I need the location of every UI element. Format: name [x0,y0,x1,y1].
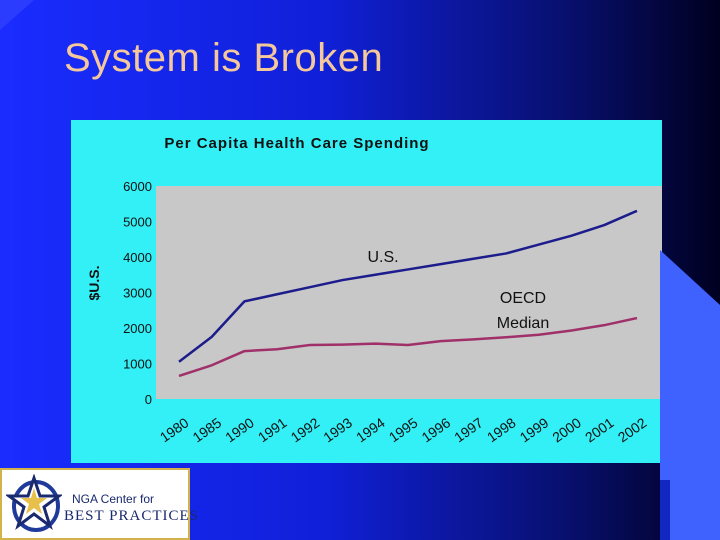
series-lines [178,209,638,378]
y-tick-label: 5000 [123,215,152,230]
series-line-oecd-median [178,316,638,378]
y-tick-label: 6000 [123,179,152,194]
logo-line-2: BEST PRACTICES [64,508,200,524]
decor-wedge [660,250,720,540]
line-chart: Per Capita Health Care Spending $U.S. 01… [86,135,662,445]
series-line-us [178,209,638,363]
x-tick-labels: 1980198519901991199219931994199519961997… [157,414,650,445]
x-tick-label: 1999 [517,414,552,445]
x-tick-label: 1998 [484,414,519,445]
y-tick-label: 1000 [123,357,152,372]
x-tick-label: 1985 [189,414,224,445]
y-tick-label: 0 [145,392,152,407]
x-tick-label: 1997 [451,414,486,445]
x-tick-label: 1996 [418,414,453,445]
x-tick-label: 1994 [353,414,388,445]
annotation-us: U.S. [367,249,398,266]
x-tick-label: 2001 [582,414,617,445]
y-axis-label: $U.S. [86,265,102,300]
x-tick-label: 1992 [288,414,323,445]
y-tick-label: 4000 [123,250,152,265]
x-tick-label: 1991 [255,414,290,445]
y-tick-label: 2000 [123,321,152,336]
nga-logo: NGA Center for BEST PRACTICES [0,468,198,540]
plot-area [156,186,662,399]
y-tick-label: 3000 [123,286,152,301]
x-tick-label: 1990 [222,414,257,445]
y-tick-labels: 0 1000 2000 3000 4000 5000 6000 [123,179,152,407]
x-tick-label: 1993 [320,414,355,445]
star-logo-icon [6,474,62,532]
annotation-median: Median [497,315,549,332]
x-tick-label: 1980 [157,414,192,445]
chart-title: Per Capita Health Care Spending [164,135,429,152]
slide-title: System is Broken [64,36,384,80]
logo-line-1: NGA Center for [72,492,155,506]
x-tick-label: 2000 [549,414,584,445]
annotation-oecd: OECD [500,290,546,307]
x-tick-label: 1995 [386,414,421,445]
corner-accent [0,0,34,30]
